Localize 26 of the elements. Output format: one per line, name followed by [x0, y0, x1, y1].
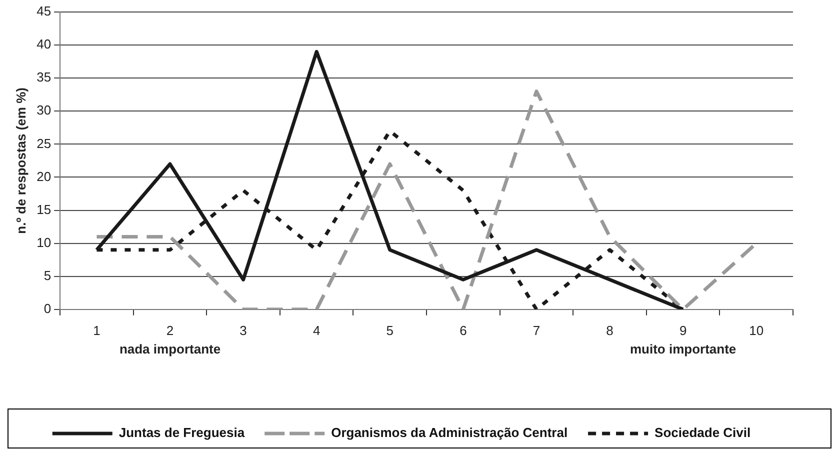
y-tick-label: 45	[36, 4, 52, 19]
y-tick-label: 40	[36, 36, 52, 52]
text: nada importante	[119, 341, 221, 356]
y-tick-label: 20	[36, 168, 52, 184]
legend-label: Juntas de Freguesia	[118, 425, 246, 440]
legend-label: Organismos da Administração Central	[331, 425, 568, 440]
y-tick-label: 35	[36, 70, 52, 85]
text: muito importante	[630, 341, 736, 356]
x-tick-label: 10	[749, 322, 764, 338]
x-tick-label: 4	[312, 322, 320, 338]
y-tick-label: 25	[36, 136, 52, 151]
x-tick-label: 5	[386, 322, 394, 338]
x-tick-label: 9	[679, 322, 687, 338]
y-tick-label: 30	[36, 102, 52, 118]
x-tick-label: 3	[240, 322, 247, 338]
legend-label: Sociedade Civil	[654, 425, 751, 440]
y-tick-label: 10	[36, 234, 52, 250]
x-tick-label: 7	[532, 322, 540, 338]
y-tick-label: 5	[44, 268, 52, 283]
x-tick-label: 2	[166, 322, 174, 338]
x-tick-label: 1	[93, 322, 100, 338]
x-tick-label: 6	[460, 322, 467, 338]
y-tick-label: 15	[36, 202, 52, 217]
x-tick-label: 8	[606, 322, 614, 338]
y-axis-title: n.º de respostas (em %)	[13, 88, 28, 234]
y-tick-label: 0	[44, 300, 52, 316]
